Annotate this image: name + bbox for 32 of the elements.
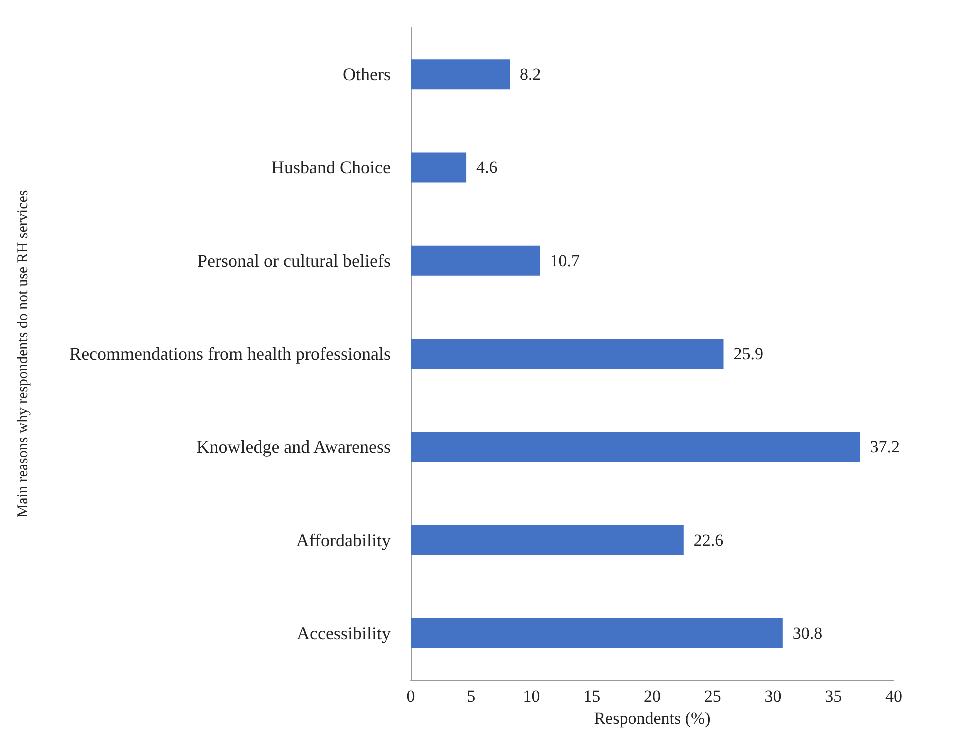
x-tick-label: 0 <box>406 687 416 706</box>
x-tick-label: 5 <box>467 687 476 706</box>
y-tick-label: Accessibility <box>297 623 391 644</box>
x-axis-title: Respondents (%) <box>594 708 711 728</box>
x-tick-label: 35 <box>825 687 842 706</box>
data-label: 4.6 <box>476 158 498 178</box>
x-tick-label: 20 <box>644 687 661 706</box>
data-label: 37.2 <box>870 438 900 457</box>
y-tick-label: Personal or cultural beliefs <box>198 250 391 271</box>
x-tick-label: 15 <box>584 687 601 706</box>
y-tick-label: Others <box>343 64 391 85</box>
x-tick-label: 10 <box>523 687 540 706</box>
bar <box>411 339 724 369</box>
bar <box>411 618 783 648</box>
data-label: 25.9 <box>734 344 764 364</box>
y-tick-label: Husband Choice <box>272 158 392 178</box>
bar <box>411 246 540 276</box>
y-axis-title: Main reasons why respondents do not use RH services <box>16 190 32 518</box>
bar <box>411 60 510 90</box>
data-label: 8.2 <box>520 65 542 84</box>
x-tick-label: 25 <box>704 687 722 706</box>
data-label: 10.7 <box>550 251 580 270</box>
data-label: 30.8 <box>792 624 823 643</box>
x-tick-label: 30 <box>764 687 782 706</box>
x-tick-label: 40 <box>886 687 902 706</box>
data-label: 22.6 <box>694 530 724 550</box>
y-tick-label: Recommendations from health professionals <box>70 344 391 364</box>
y-tick-label: Knowledge and Awareness <box>196 437 391 458</box>
bar <box>411 525 684 556</box>
bar <box>411 432 860 462</box>
bar <box>411 152 467 183</box>
y-tick-label: Affordability <box>296 530 391 550</box>
